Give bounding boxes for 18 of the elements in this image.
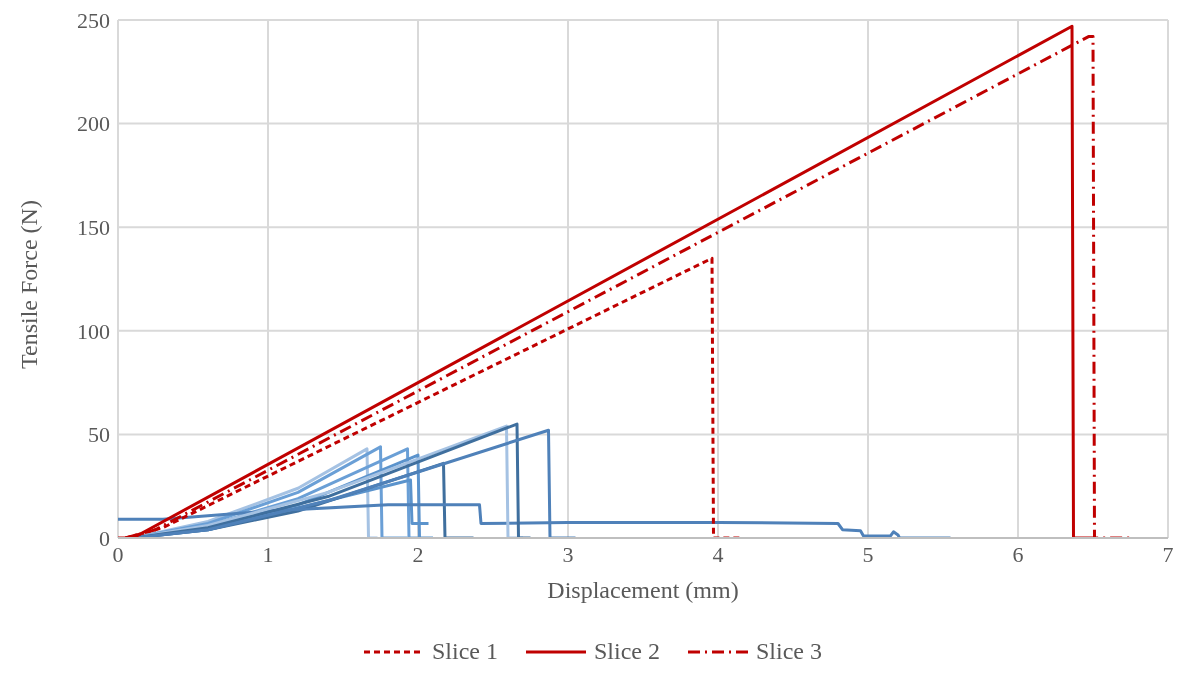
y-tick-label: 250 xyxy=(77,7,110,33)
x-tick-label: 4 xyxy=(712,541,724,567)
x-tick-label: 3 xyxy=(562,541,574,567)
x-axis-title: Displacement (mm) xyxy=(547,577,739,603)
legend-label: Slice 2 xyxy=(594,638,660,665)
y-axis-title: Tensile Force (N) xyxy=(15,200,42,369)
y-tick-label: 100 xyxy=(77,318,110,344)
y-tick-label: 200 xyxy=(77,111,110,137)
legend-label: Slice 3 xyxy=(756,638,822,665)
x-tick-label: 5 xyxy=(862,541,874,567)
y-tick-label: 150 xyxy=(77,215,110,241)
y-tick-label: 0 xyxy=(99,525,110,551)
x-tick-label: 7 xyxy=(1162,541,1174,567)
y-tick-label: 50 xyxy=(88,422,110,448)
legend-label: Slice 1 xyxy=(432,638,498,665)
x-tick-label: 2 xyxy=(412,541,424,567)
x-tick-label: 6 xyxy=(1012,541,1024,567)
x-tick-label: 1 xyxy=(262,541,274,567)
